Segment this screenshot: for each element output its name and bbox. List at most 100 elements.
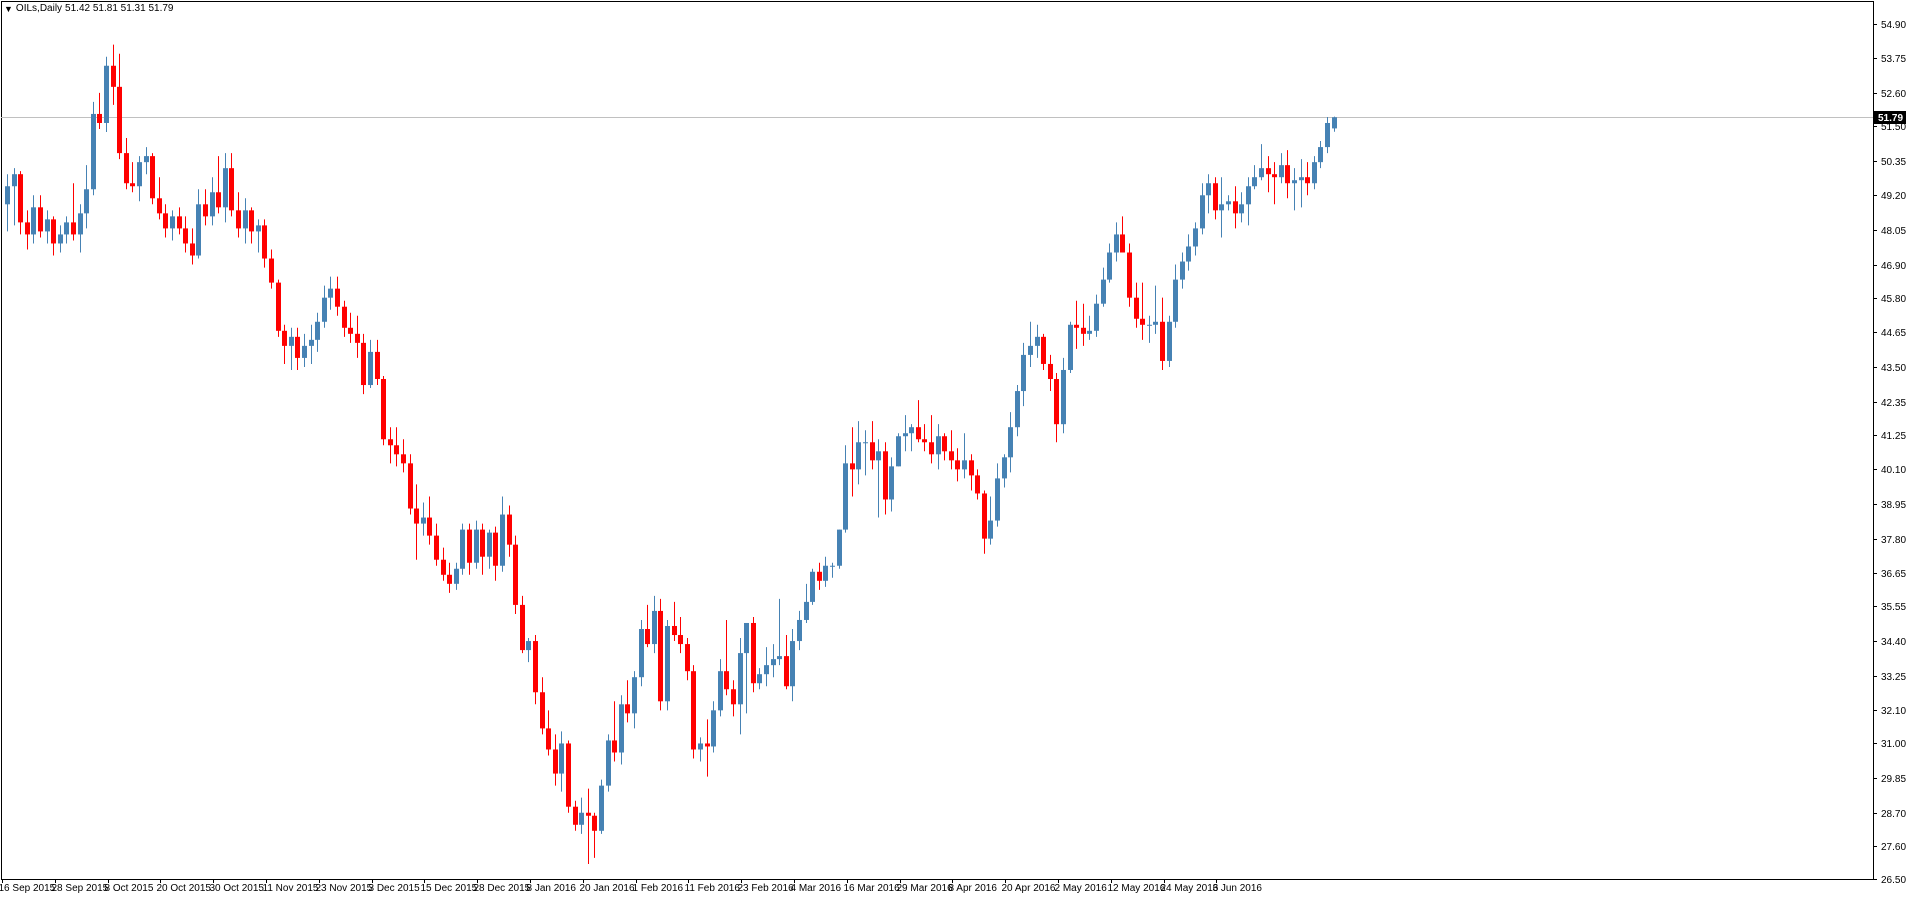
last-price-badge: [1874, 111, 1906, 124]
y-tick-label: 40.10: [1881, 465, 1906, 476]
bull-candle: [764, 665, 769, 675]
bull-candle: [810, 571, 815, 602]
bear-candle: [117, 86, 122, 154]
bear-candle: [942, 436, 947, 452]
bear-candle: [124, 153, 129, 184]
bull-candle: [1114, 234, 1119, 253]
x-tick-label: 23 Nov 2015: [316, 883, 373, 894]
y-tick-label: 35.55: [1881, 602, 1906, 613]
bear-candle: [348, 327, 353, 334]
bear-candle: [361, 342, 366, 386]
bull-candle: [170, 216, 175, 229]
bear-candle: [705, 743, 710, 747]
x-tick-label: 15 Dec 2015: [421, 883, 478, 894]
bear-candle: [533, 641, 538, 693]
bull-candle: [368, 351, 373, 386]
bull-candle: [223, 168, 228, 208]
bear-candle: [513, 544, 518, 605]
bull-candle: [652, 610, 657, 645]
bull-candle: [322, 297, 327, 322]
y-tick-label: 51.50: [1881, 122, 1906, 133]
bull-candle: [896, 436, 901, 467]
bear-candle: [1233, 201, 1238, 214]
bear-candle: [1041, 336, 1046, 364]
bull-candle: [1259, 168, 1264, 178]
bull-candle: [460, 529, 465, 569]
y-tick-label: 45.80: [1881, 294, 1906, 305]
bull-candle: [1087, 330, 1092, 334]
bull-candle: [302, 345, 307, 358]
bull-candle: [309, 339, 314, 346]
bull-candle: [487, 532, 492, 557]
x-tick-label: 11 Nov 2015: [263, 883, 319, 894]
x-tick-label: 23 Feb 2016: [738, 883, 795, 894]
x-tick-label: 3 Jun 2016: [1213, 883, 1263, 894]
bear-candle: [658, 610, 663, 702]
y-tick-label: 31.00: [1881, 739, 1906, 750]
bear-candle: [691, 671, 696, 750]
bull-candle: [711, 710, 716, 747]
bull-candle: [454, 568, 459, 584]
bull-candle: [1219, 204, 1224, 211]
y-tick-label: 46.90: [1881, 261, 1906, 272]
bull-candle: [1028, 345, 1033, 355]
bear-candle: [51, 219, 56, 244]
bear-candle: [401, 454, 406, 464]
bear-candle: [249, 210, 254, 232]
bull-candle: [744, 622, 749, 654]
bear-candle: [342, 306, 347, 328]
bear-candle: [1120, 234, 1125, 253]
bull-candle: [1008, 427, 1013, 458]
bull-candle: [698, 743, 703, 750]
bull-candle: [45, 219, 50, 232]
bull-candle: [771, 659, 776, 666]
bull-candle: [856, 442, 861, 470]
bull-candle: [797, 619, 802, 642]
bull-candle: [243, 210, 248, 229]
y-tick-label: 38.95: [1881, 500, 1906, 511]
bear-candle: [955, 460, 960, 470]
x-tick-label: 30 Oct 2015: [210, 883, 265, 894]
triangle-down-icon[interactable]: ▼: [4, 3, 13, 14]
bull-candle: [1021, 354, 1026, 392]
bear-candle: [18, 174, 23, 223]
bear-candle: [71, 222, 76, 235]
bull-candle: [1279, 165, 1284, 178]
chart-header: ▼ OILs,Daily 51.42 51.81 51.31 51.79: [4, 3, 173, 14]
bull-candle: [1318, 147, 1323, 163]
bear-candle: [724, 671, 729, 690]
bear-candle: [949, 451, 954, 461]
bull-candle: [474, 529, 479, 563]
y-tick-label: 49.20: [1881, 191, 1906, 202]
bear-candle: [467, 529, 472, 563]
bull-candle: [31, 207, 36, 235]
bull-candle: [988, 520, 993, 539]
y-tick-label: 33.25: [1881, 672, 1906, 683]
bear-candle: [1272, 174, 1277, 178]
bear-candle: [355, 333, 360, 343]
bear-candle: [573, 806, 578, 825]
bull-candle: [1206, 183, 1211, 196]
bear-candle: [1054, 379, 1059, 425]
bear-candle: [784, 656, 789, 687]
y-tick-label: 52.60: [1881, 89, 1906, 100]
bear-candle: [183, 228, 188, 244]
bull-candle: [64, 222, 69, 235]
bear-candle: [276, 282, 281, 331]
bull-candle: [962, 460, 967, 470]
bull-candle: [315, 321, 320, 340]
bear-candle: [975, 475, 980, 494]
bear-candle: [685, 644, 690, 672]
bear-candle: [883, 451, 888, 500]
bull-candle: [1246, 186, 1251, 205]
x-tick-label: 16 Mar 2016: [844, 883, 901, 894]
x-tick-label: 29 Mar 2016: [897, 883, 954, 894]
bear-candle: [157, 198, 162, 214]
bull-candle: [84, 189, 89, 214]
bull-candle: [1299, 177, 1304, 181]
bull-candle: [144, 156, 149, 163]
bear-candle: [1134, 297, 1139, 319]
bear-candle: [612, 740, 617, 753]
bull-candle: [559, 743, 564, 774]
